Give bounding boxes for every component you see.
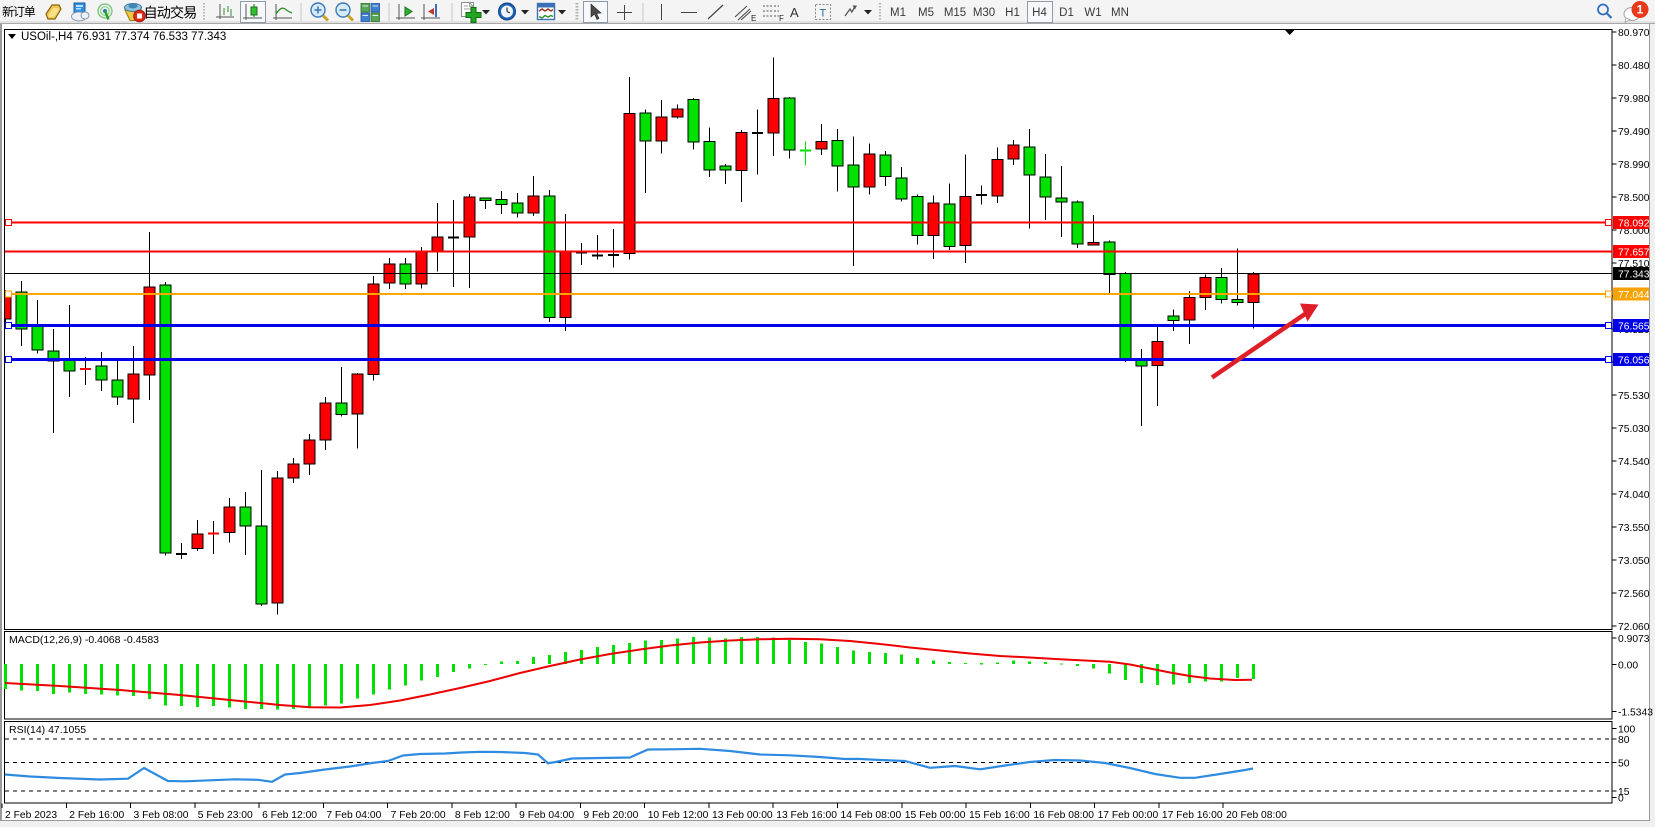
svg-text:F: F bbox=[779, 14, 784, 23]
svg-text:0: 0 bbox=[1618, 794, 1624, 805]
svg-text:2 Feb 2023: 2 Feb 2023 bbox=[5, 810, 57, 821]
svg-text:MACD(12,26,9) -0.4068 -0.4583: MACD(12,26,9) -0.4068 -0.4583 bbox=[9, 634, 159, 646]
svg-text:73.550: 73.550 bbox=[1618, 523, 1650, 534]
svg-text:74.540: 74.540 bbox=[1618, 457, 1650, 468]
svg-text:20 Feb 08:00: 20 Feb 08:00 bbox=[1226, 810, 1287, 821]
svg-text:77.343: 77.343 bbox=[1618, 270, 1650, 281]
svg-text:17 Feb 16:00: 17 Feb 16:00 bbox=[1162, 810, 1223, 821]
svg-text:77.044: 77.044 bbox=[1618, 290, 1650, 301]
svg-text:50: 50 bbox=[1618, 759, 1630, 770]
svg-text:75.530: 75.530 bbox=[1618, 391, 1650, 402]
svg-text:6 Feb 12:00: 6 Feb 12:00 bbox=[262, 810, 317, 821]
svg-text:10 Feb 12:00: 10 Feb 12:00 bbox=[648, 810, 709, 821]
svg-text:73.050: 73.050 bbox=[1618, 556, 1650, 567]
svg-text:USOil-,H4 76.931 77.374 76.53: USOil-,H4 76.931 77.374 76.533 77.343 bbox=[21, 31, 226, 43]
svg-text:RSI(14) 47.1055: RSI(14) 47.1055 bbox=[9, 724, 86, 736]
svg-text:80.970: 80.970 bbox=[1618, 28, 1650, 39]
svg-text:77.657: 77.657 bbox=[1618, 248, 1650, 259]
svg-text:M30: M30 bbox=[973, 7, 995, 19]
svg-text:1: 1 bbox=[1637, 3, 1644, 17]
svg-text:74.040: 74.040 bbox=[1618, 490, 1650, 501]
svg-text:79.490: 79.490 bbox=[1618, 127, 1650, 138]
svg-text:9 Feb 04:00: 9 Feb 04:00 bbox=[519, 810, 574, 821]
svg-text:79.980: 79.980 bbox=[1618, 94, 1650, 105]
svg-text:78.000: 78.000 bbox=[1618, 226, 1650, 237]
svg-text:5 Feb 23:00: 5 Feb 23:00 bbox=[198, 810, 253, 821]
svg-text:T: T bbox=[820, 8, 827, 20]
svg-text:M1: M1 bbox=[890, 7, 906, 19]
svg-text:0.9073: 0.9073 bbox=[1618, 634, 1650, 645]
svg-text:M5: M5 bbox=[918, 7, 934, 19]
svg-text:77.510: 77.510 bbox=[1618, 259, 1650, 270]
svg-text:A: A bbox=[790, 5, 799, 20]
svg-text:78.990: 78.990 bbox=[1618, 160, 1650, 171]
svg-text:72.060: 72.060 bbox=[1618, 622, 1650, 633]
svg-text:80.480: 80.480 bbox=[1618, 61, 1650, 72]
svg-text:72.560: 72.560 bbox=[1618, 589, 1650, 600]
svg-text:3 Feb 08:00: 3 Feb 08:00 bbox=[134, 810, 189, 821]
svg-text:15 Feb 00:00: 15 Feb 00:00 bbox=[905, 810, 966, 821]
svg-text:13 Feb 00:00: 13 Feb 00:00 bbox=[712, 810, 773, 821]
svg-text:9 Feb 20:00: 9 Feb 20:00 bbox=[583, 810, 638, 821]
svg-text:17 Feb 00:00: 17 Feb 00:00 bbox=[1098, 810, 1159, 821]
svg-text:H1: H1 bbox=[1005, 7, 1020, 19]
svg-text:W1: W1 bbox=[1084, 7, 1101, 19]
svg-text:2 Feb 16:00: 2 Feb 16:00 bbox=[69, 810, 124, 821]
svg-text:D1: D1 bbox=[1059, 7, 1074, 19]
svg-text:75.030: 75.030 bbox=[1618, 424, 1650, 435]
svg-text:16 Feb 08:00: 16 Feb 08:00 bbox=[1033, 810, 1094, 821]
svg-text:14 Feb 08:00: 14 Feb 08:00 bbox=[841, 810, 902, 821]
svg-text:H4: H4 bbox=[1032, 7, 1047, 19]
svg-text:15 Feb 16:00: 15 Feb 16:00 bbox=[969, 810, 1030, 821]
svg-text:100: 100 bbox=[1618, 725, 1635, 736]
svg-text:E: E bbox=[751, 14, 756, 23]
svg-text:-1.5343: -1.5343 bbox=[1618, 708, 1653, 719]
svg-text:15: 15 bbox=[1618, 787, 1630, 798]
svg-text:0.00: 0.00 bbox=[1618, 661, 1638, 672]
svg-text:76.056: 76.056 bbox=[1618, 356, 1650, 367]
svg-text:MN: MN bbox=[1111, 7, 1129, 19]
svg-text:7 Feb 04:00: 7 Feb 04:00 bbox=[326, 810, 381, 821]
svg-text:7 Feb 20:00: 7 Feb 20:00 bbox=[391, 810, 446, 821]
svg-text:78.500: 78.500 bbox=[1618, 193, 1650, 204]
svg-text:80: 80 bbox=[1618, 735, 1630, 746]
svg-text:76.565: 76.565 bbox=[1618, 322, 1650, 333]
svg-text:13 Feb 16:00: 13 Feb 16:00 bbox=[776, 810, 837, 821]
svg-text:78.092: 78.092 bbox=[1618, 219, 1650, 230]
svg-text:M15: M15 bbox=[944, 7, 966, 19]
svg-text:8 Feb 12:00: 8 Feb 12:00 bbox=[455, 810, 510, 821]
